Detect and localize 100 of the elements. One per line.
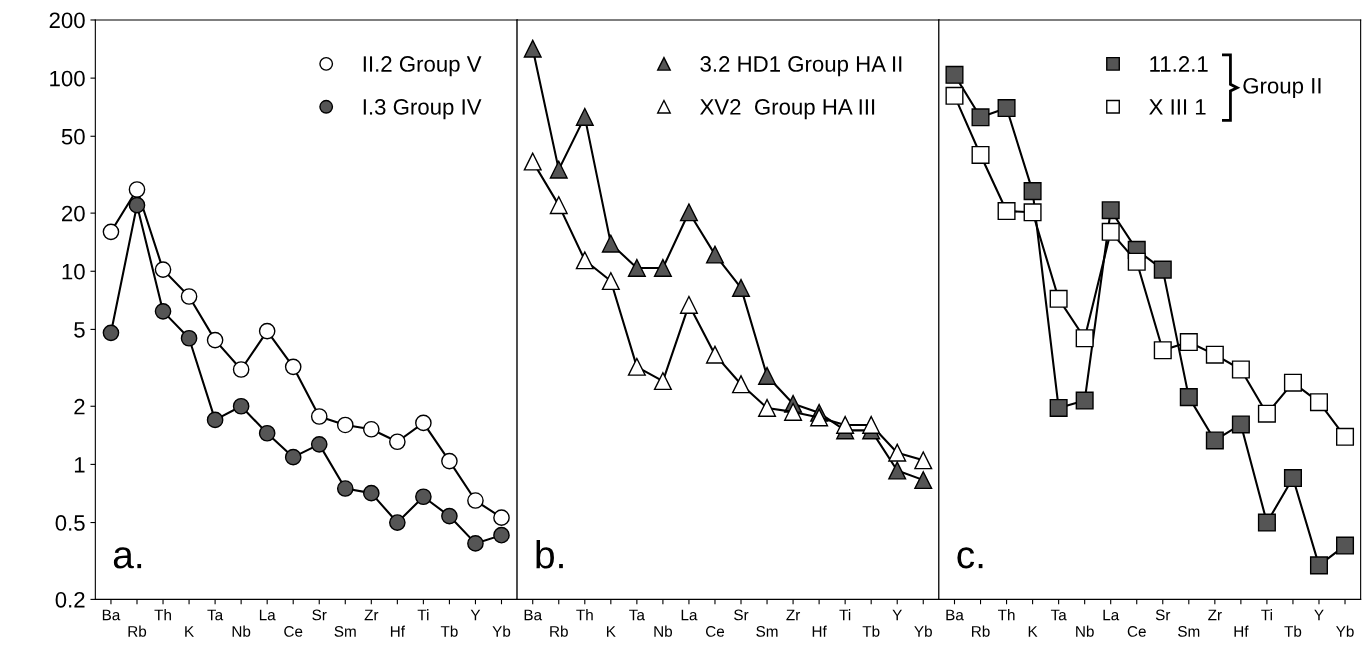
x-tick-label: Zr: [364, 609, 379, 621]
point: [601, 272, 620, 291]
point: [1283, 469, 1302, 488]
point: [154, 261, 172, 278]
x-tick-label: Ti: [839, 609, 851, 621]
x-tick-label: Tb: [440, 625, 458, 637]
x-tick-label: Tb: [862, 625, 880, 637]
point: [971, 108, 990, 127]
point: [1205, 431, 1224, 450]
point: [128, 196, 146, 214]
point: [601, 234, 620, 253]
annotation: b.: [536, 539, 563, 569]
y-tick-label: 10: [62, 263, 85, 280]
point: [1023, 182, 1042, 201]
point: [1101, 201, 1120, 220]
x-tick-label: Th: [154, 609, 171, 621]
y-tick-label: 200: [49, 12, 85, 29]
point: [1075, 391, 1094, 410]
x-tick-label: Nb: [232, 625, 251, 637]
x-tick-label: Tb: [1284, 625, 1302, 637]
point: [731, 278, 751, 297]
y-tick-label: 0.5: [55, 515, 85, 531]
point: [180, 288, 198, 305]
point: [362, 420, 380, 438]
x-tick-label: Ce: [1127, 625, 1146, 637]
point: [441, 507, 458, 525]
point: [1049, 289, 1068, 308]
y-tick-label: 0.2: [55, 591, 85, 608]
point: [284, 358, 302, 376]
legend-label: XV2 Group HA III: [700, 99, 875, 120]
point: [914, 471, 933, 490]
x-tick-label: Ba: [524, 609, 543, 621]
x-tick-label: Y: [892, 609, 902, 621]
point: [180, 329, 198, 347]
point: [232, 361, 250, 378]
point: [389, 433, 406, 451]
x-tick-label: Ta: [1050, 609, 1067, 621]
point: [1283, 373, 1302, 392]
legend-label: I.3 Group IV: [363, 99, 482, 120]
point: [467, 492, 484, 509]
x-tick-label: Y: [470, 609, 481, 621]
point: [1179, 333, 1198, 352]
point: [441, 452, 458, 470]
point: [758, 366, 777, 385]
x-tick-label: Yb: [492, 625, 511, 637]
point: [493, 509, 510, 526]
x-tick-label: Ce: [705, 625, 725, 637]
x-tick-label: Ta: [207, 609, 224, 621]
point: [997, 99, 1016, 118]
x-tick-label: Yb: [1336, 625, 1354, 637]
point: [336, 480, 354, 497]
point: [258, 322, 276, 340]
point: [705, 245, 724, 264]
point: [945, 65, 964, 84]
x-tick-label: La: [681, 609, 698, 621]
annotation: a.: [113, 547, 142, 569]
point: [575, 251, 594, 270]
point: [1205, 345, 1224, 364]
x-tick-label: Sm: [334, 625, 356, 637]
x-tick-label: Ta: [629, 609, 645, 621]
point: [705, 345, 724, 364]
point: [1257, 513, 1276, 532]
legend-label: 3.2 HD1 Group HA II: [700, 56, 902, 77]
point: [1153, 260, 1172, 279]
point: [679, 203, 698, 222]
x-tick-label: Sm: [1178, 625, 1200, 637]
point: [997, 202, 1016, 221]
x-tick-label: K: [1028, 626, 1038, 637]
point: [1335, 427, 1355, 446]
x-tick-label: Sr: [734, 609, 749, 621]
point: [836, 415, 855, 435]
x-tick-label: La: [259, 609, 276, 621]
x-tick-label: Rb: [972, 625, 990, 637]
point: [128, 181, 146, 198]
point: [679, 295, 698, 314]
x-tick-label: Zr: [786, 609, 801, 621]
x-tick-label: Rb: [550, 625, 568, 637]
x-tick-label: Ba: [102, 609, 121, 621]
x-tick-label: Nb: [1076, 625, 1094, 637]
point: [310, 436, 328, 453]
point: [549, 196, 568, 215]
y-tick-label: 20: [62, 205, 85, 222]
point: [415, 488, 432, 506]
point: [862, 415, 881, 435]
point: [945, 86, 964, 105]
legend-label: X III 1: [1149, 99, 1206, 115]
x-tick-label: Sr: [312, 609, 327, 621]
point: [1179, 388, 1198, 407]
point: [154, 303, 172, 320]
point: [731, 375, 751, 394]
x-tick-label: Sm: [756, 625, 778, 637]
point: [206, 411, 224, 429]
point: [258, 424, 276, 442]
point: [102, 223, 120, 241]
point: [1127, 252, 1146, 271]
point: [523, 39, 542, 58]
point: [310, 408, 328, 425]
x-tick-label: Th: [997, 609, 1015, 621]
x-tick-label: Yb: [914, 625, 932, 637]
point: [627, 258, 646, 277]
